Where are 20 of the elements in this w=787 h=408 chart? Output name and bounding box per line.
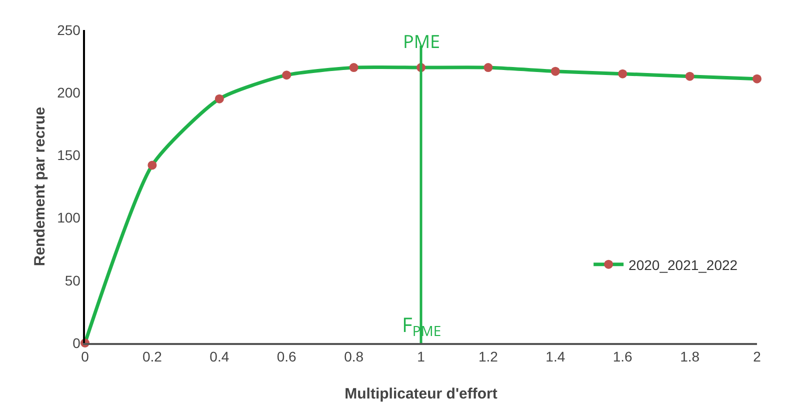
x-tick-label: 1.2 [478, 348, 498, 365]
x-tick-label: 0.6 [276, 348, 297, 365]
x-tick-label: 0.2 [142, 348, 162, 365]
x-axis-title: Multiplicateur d'effort [344, 386, 498, 402]
x-tick-label: 2 [753, 348, 762, 365]
x-tick-label: 0.4 [210, 348, 230, 365]
y-tick-label: 200 [57, 84, 81, 100]
x-tick-label: 0.8 [344, 348, 364, 365]
y-tick-label: 0 [72, 334, 81, 351]
x-tick-label: 1.4 [546, 348, 566, 365]
y-tick-label: 250 [57, 22, 81, 38]
legend-label: 2020_2021_2022 [628, 256, 738, 273]
y-tick-label: 150 [57, 147, 81, 164]
annotation: PME [403, 30, 440, 54]
x-tick-label: 1.6 [612, 348, 633, 365]
x-tick-label: 1 [417, 348, 426, 365]
y-axis-title: Rendement par recrue [32, 106, 48, 266]
y-tick-label: 50 [64, 272, 81, 288]
y-tick-label: 100 [57, 210, 81, 226]
x-tick-label: 1.8 [680, 348, 700, 365]
